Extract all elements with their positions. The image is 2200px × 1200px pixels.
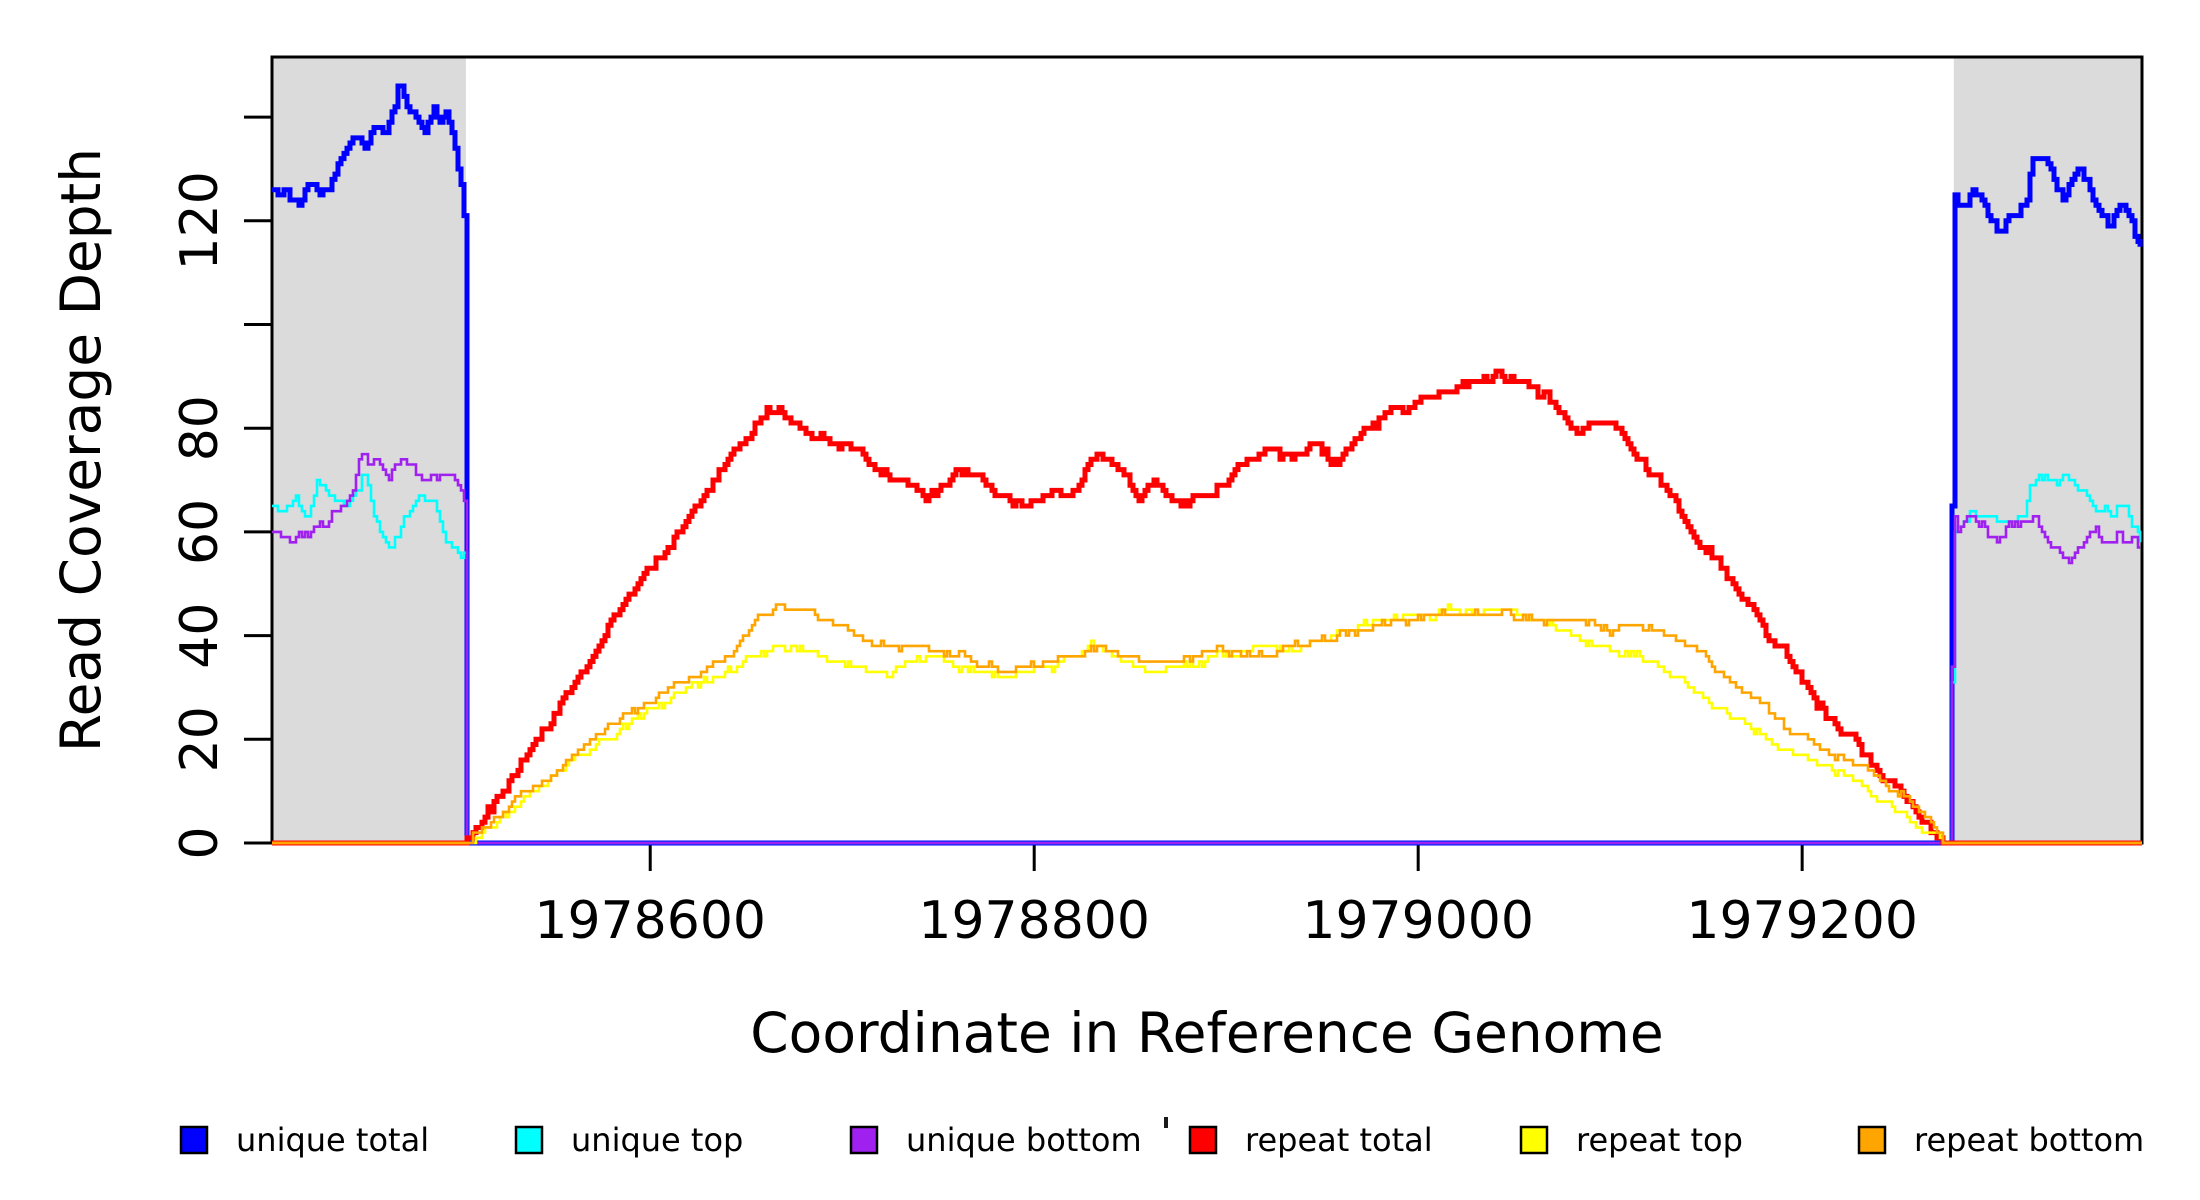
y-axis-ticks: 0 20 40 60 80 120: [170, 115, 272, 860]
legend-item-unique-bottom: unique bottom: [849, 1121, 1142, 1159]
series-line-repeat-total: [272, 368, 2142, 846]
x-axis-title: Coordinate in Reference Genome: [750, 1001, 1663, 1065]
legend-swatch-repeat-total: [1188, 1125, 1218, 1155]
legend-swatch-repeat-top: [1519, 1125, 1549, 1155]
legend-item-repeat-bottom: repeat bottom: [1857, 1121, 2144, 1159]
legend-item-unique-top: unique top: [514, 1121, 743, 1159]
legend-label: unique top: [571, 1121, 743, 1159]
y-tick-label: 80: [170, 395, 230, 461]
x-tick-label: 1979200: [1686, 891, 1918, 951]
legend-label: repeat top: [1576, 1121, 1743, 1159]
x-tick-label: 1979000: [1302, 891, 1534, 951]
x-tick-label: 1978800: [918, 891, 1150, 951]
legend-swatch-unique-top: [514, 1125, 544, 1155]
legend-label: repeat bottom: [1914, 1121, 2144, 1159]
series-line-repeat-bottom: [272, 603, 2142, 845]
x-axis-ticks: 1978600 1978800 1979000 1979200: [534, 843, 1918, 951]
y-tick-label: 40: [170, 603, 230, 669]
x-tick-label: 1978600: [534, 891, 766, 951]
right-unique-region: [1953, 58, 2142, 843]
y-tick-label: 120: [170, 171, 230, 270]
legend-swatch-unique-bottom: [849, 1125, 879, 1155]
legend-label: unique bottom: [906, 1121, 1142, 1159]
y-tick-label: 0: [170, 826, 230, 859]
left-unique-region: [272, 58, 466, 843]
legend-item-unique-total: unique total: [179, 1121, 429, 1159]
legend-label: unique total: [236, 1121, 429, 1159]
legend-swatch-repeat-bottom: [1857, 1125, 1887, 1155]
legend-artifact-dot: [1164, 1117, 1168, 1128]
legend-swatch-unique-total: [179, 1125, 209, 1155]
legend-item-repeat-top: repeat top: [1519, 1121, 1743, 1159]
legend-item-repeat-total: repeat total: [1188, 1121, 1433, 1159]
series-line-repeat-top: [272, 603, 2142, 845]
series-lines: [272, 83, 2143, 846]
chart-legend: unique total unique top unique bottom repea…: [179, 1117, 2144, 1159]
y-axis-title: Read Coverage Depth: [49, 148, 113, 752]
y-tick-label: 20: [170, 706, 230, 772]
y-tick-label: 60: [170, 499, 230, 565]
legend-label: repeat total: [1245, 1121, 1433, 1159]
series-line-unique-bottom: [272, 452, 2141, 845]
